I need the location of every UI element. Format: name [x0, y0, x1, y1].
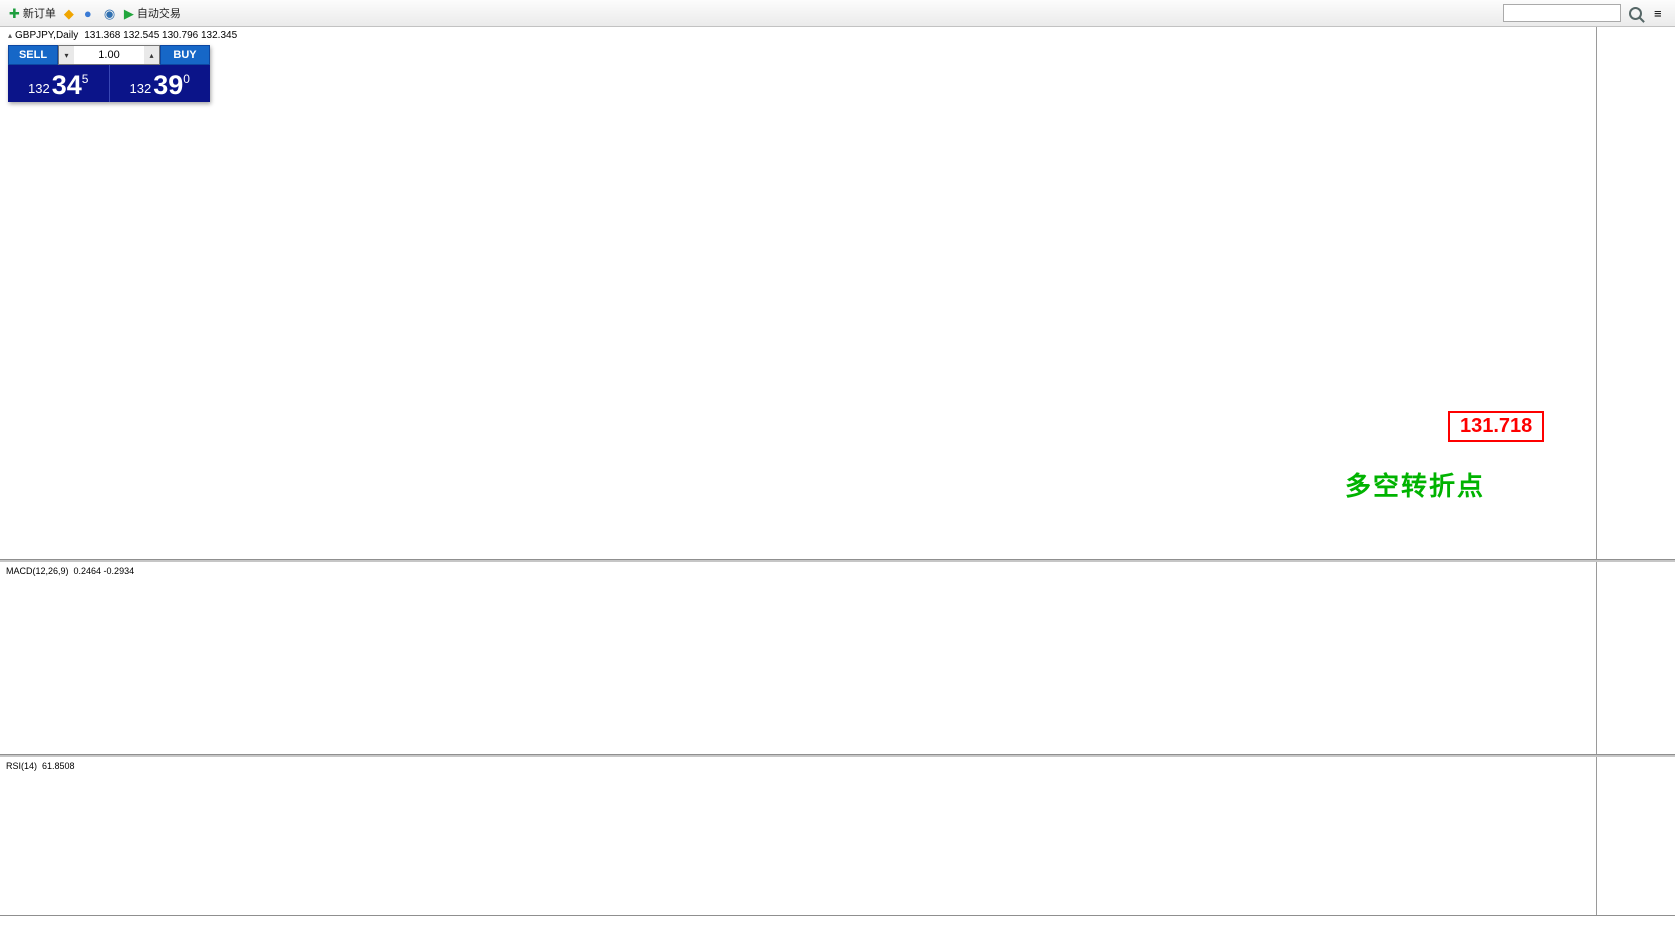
autotrading-icon: ▶	[123, 5, 134, 21]
volume-increase-button[interactable]: ▴	[144, 46, 159, 64]
main-toolbar: ✚ 新订单 ◆ ● ◉ ▶ 自动交易 ≡	[0, 0, 1675, 27]
trade-prices-row: 132 34 5 132 39 0	[8, 65, 210, 102]
data-window-button[interactable]: ◉	[100, 2, 120, 24]
metaeditor-icon: ◆	[63, 5, 74, 21]
rsi-panel-splitter[interactable]	[0, 754, 1675, 757]
macd-indicator-label: MACD(12,26,9) 0.2464 -0.2934	[6, 566, 134, 576]
price-axis-border	[1596, 27, 1597, 915]
autotrading-button-label: 自动交易	[136, 8, 181, 20]
search-icon	[1629, 6, 1642, 20]
sell-price-pip: 5	[81, 72, 89, 86]
search-input[interactable]	[1503, 4, 1621, 22]
search-button[interactable]	[1625, 2, 1646, 24]
profiles-icon: ●	[83, 5, 92, 21]
macd-canvas[interactable]	[0, 562, 1597, 755]
buy-price-handle: 132	[129, 81, 152, 96]
buy-button[interactable]: BUY	[160, 45, 210, 65]
buy-price-big: 39	[153, 70, 184, 100]
rsi-canvas[interactable]	[0, 757, 1597, 915]
chart-ohlc-values: 131.368 132.545 130.796 132.345	[84, 30, 238, 41]
macd-name: MACD(12,26,9)	[6, 566, 69, 576]
buy-price-display[interactable]: 132 39 0	[110, 65, 211, 102]
macd-values: 0.2464 -0.2934	[73, 566, 135, 576]
volume-decrease-button[interactable]: ▾	[59, 46, 74, 64]
quick-menu-button[interactable]: ≡	[1650, 2, 1670, 24]
volume-input[interactable]	[74, 46, 144, 64]
level-price-callout: 131.718	[1448, 411, 1545, 442]
sell-price-display[interactable]: 132 34 5	[8, 65, 109, 102]
new-order-button-label: 新订单	[22, 8, 56, 20]
sell-price-handle: 132	[28, 81, 50, 96]
collapse-trade-panel-icon[interactable]: ▴	[8, 31, 13, 40]
autotrading-button[interactable]: ▶ 自动交易	[120, 2, 185, 24]
sell-price-big: 34	[51, 70, 82, 100]
chart-title: ▴ GBPJPY,Daily 131.368 132.545 130.796 132…	[8, 30, 237, 41]
date-axis	[0, 915, 1675, 949]
profiles-button[interactable]: ●	[80, 2, 100, 24]
chart-symbol-label: GBPJPY,Daily	[15, 30, 79, 41]
rsi-value: 61.8508	[42, 761, 75, 771]
trade-controls-row: SELL ▾ ▴ BUY	[8, 45, 210, 65]
metaeditor-button[interactable]: ◆	[60, 2, 80, 24]
rsi-indicator-label: RSI(14) 61.8508	[6, 761, 75, 771]
menu-icon: ≡	[1654, 5, 1662, 21]
data-window-icon: ◉	[103, 5, 116, 21]
toolbar-right: ≡	[1503, 2, 1670, 24]
sell-button[interactable]: SELL	[8, 45, 58, 65]
rsi-name: RSI(14)	[6, 761, 38, 771]
macd-panel-splitter[interactable]	[0, 559, 1675, 562]
volume-stepper: ▾ ▴	[58, 45, 160, 65]
toolbar-buttons: ✚ 新订单 ◆ ● ◉ ▶ 自动交易	[5, 2, 185, 24]
price-divider	[108, 65, 110, 102]
turning-point-annotation: 多空转折点	[1345, 471, 1486, 501]
buy-price-pip: 0	[183, 72, 190, 86]
new-order-button[interactable]: ✚ 新订单	[5, 2, 60, 24]
new-order-icon: ✚	[9, 5, 20, 21]
